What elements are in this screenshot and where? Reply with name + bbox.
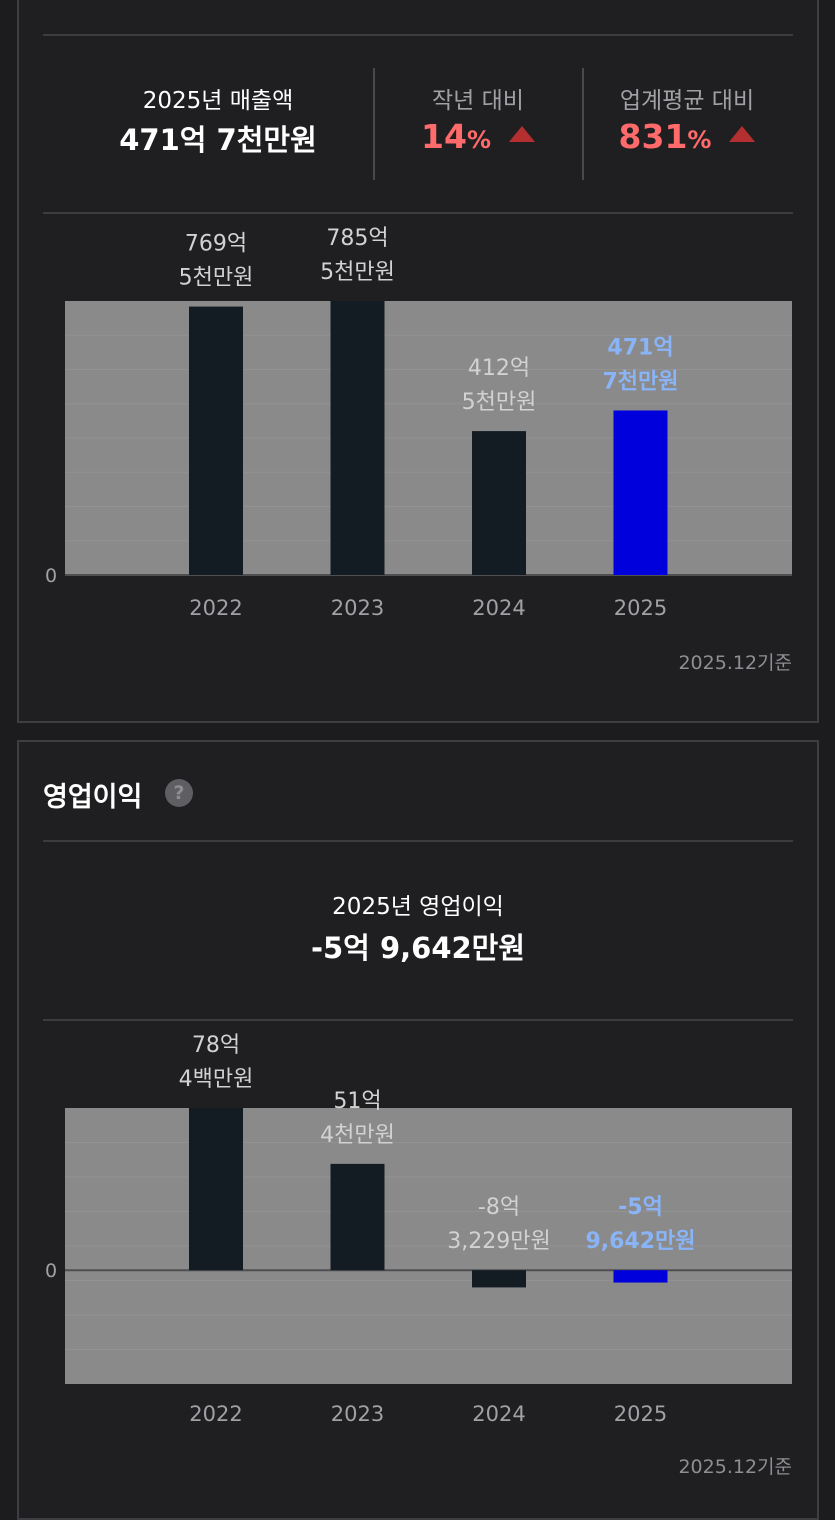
x-tick-label: 2024 — [472, 1402, 525, 1426]
divider — [373, 68, 375, 180]
x-tick-label: 2025 — [614, 596, 667, 620]
yoy-number: 14 — [421, 117, 467, 156]
data-label: 7천만원 — [602, 369, 678, 394]
data-label: 5천만원 — [462, 390, 537, 415]
bar-2024 — [472, 1270, 526, 1288]
bar-2023 — [330, 301, 385, 575]
operating-profit-title: 영업이익 — [43, 782, 143, 813]
percent-unit: % — [687, 126, 712, 154]
x-tick-label: 2024 — [472, 596, 525, 620]
industry-avg-value: 831% — [585, 117, 789, 156]
data-label: 412억 — [468, 356, 530, 381]
data-label: 4백만원 — [179, 1067, 254, 1092]
operating-profit-bar-chart: 0 78억 4백만원 2022 51억 4천만원 2023 -8억 3,229만원 2024 -5억… — [45, 1033, 792, 1426]
help-icon[interactable]: ? — [165, 779, 193, 807]
bar-2022 — [189, 1108, 243, 1271]
x-tick-label: 2022 — [189, 596, 242, 620]
data-label: -8억 — [478, 1195, 520, 1220]
bar-2025 — [613, 1270, 668, 1283]
x-tick-label: 2022 — [189, 1402, 242, 1426]
x-tick-label: 2023 — [331, 1402, 384, 1426]
increase-arrow-icon — [729, 126, 756, 142]
divider — [43, 840, 793, 842]
y-tick-label: 0 — [45, 1260, 57, 1282]
operating-profit-as-of-date: 2025.12기준 — [678, 1456, 792, 1478]
yoy-value: 14% — [376, 117, 580, 156]
bar-2025 — [613, 410, 668, 575]
yoy-label: 작년 대비 — [432, 88, 524, 114]
percent-unit: % — [466, 126, 491, 154]
divider — [582, 68, 584, 180]
data-label: 78억 — [192, 1033, 240, 1058]
bar-2024 — [472, 431, 526, 575]
data-label: 5천만원 — [179, 266, 254, 291]
operating-profit-summary-value: -5억 9,642만원 — [310, 931, 526, 965]
y-tick-label: 0 — [45, 565, 57, 587]
data-label: 785억 — [326, 226, 388, 251]
revenue-as-of-date: 2025.12기준 — [678, 652, 792, 674]
data-label: 769억 — [185, 232, 247, 257]
x-tick-label: 2025 — [614, 1402, 667, 1426]
increase-arrow-icon — [508, 126, 535, 142]
data-label: 5천만원 — [320, 260, 395, 285]
operating-profit-summary-label: 2025년 영업이익 — [332, 894, 504, 920]
divider — [43, 1019, 793, 1021]
industry-avg-label: 업계평균 대비 — [619, 88, 755, 114]
bar-2022 — [189, 306, 243, 575]
revenue-summary-value: 471억 7천만원 — [119, 123, 317, 157]
data-label: -5억 — [618, 1195, 663, 1220]
industry-avg-number: 831 — [618, 117, 688, 156]
x-tick-label: 2023 — [331, 596, 384, 620]
data-label: 3,229만원 — [447, 1229, 550, 1254]
revenue-summary-label: 2025년 매출액 — [142, 88, 294, 114]
divider — [43, 212, 793, 214]
data-label: 4천만원 — [320, 1123, 395, 1148]
divider — [43, 34, 793, 36]
data-label: 471억 — [607, 335, 673, 360]
revenue-bar-chart: 0 769억 5천만원 2022 785억 5천만원 2023 412억 5천만원 2024 471… — [45, 226, 792, 620]
data-label: 9,642만원 — [585, 1229, 695, 1254]
data-label: 51억 — [333, 1089, 381, 1114]
bar-2023 — [330, 1163, 385, 1271]
